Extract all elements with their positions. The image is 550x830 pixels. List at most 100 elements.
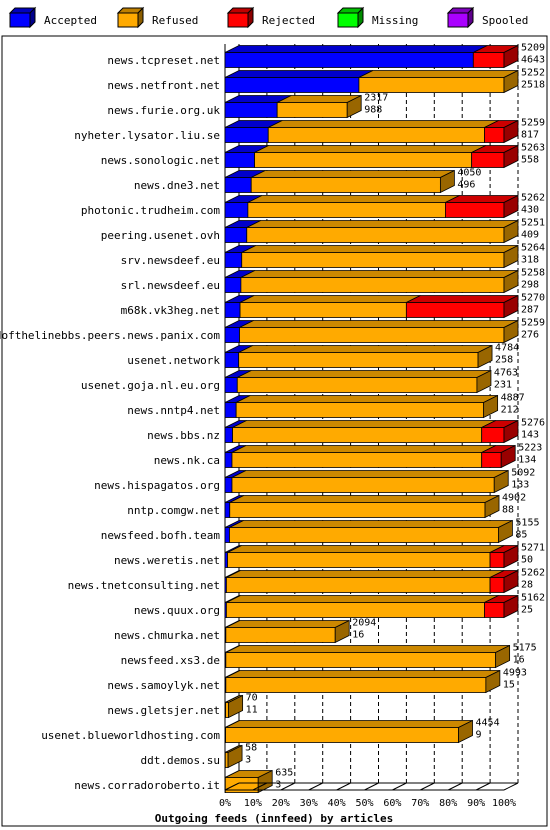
bar-segment-top [239, 320, 519, 328]
bar-segment-side [503, 294, 519, 319]
x-tick-mark [280, 782, 296, 791]
x-tick-label: 10% [244, 798, 262, 809]
bar-segment-top [237, 370, 492, 378]
offered-value: 5259 [521, 118, 545, 129]
site-label: endofthelinebbs.peers.news.panix.com [0, 329, 220, 342]
legend-swatch [337, 12, 359, 28]
x-tick-label: 60% [383, 798, 401, 809]
bar-segment-accepted [224, 327, 240, 343]
legend-swatch [9, 12, 31, 28]
bar-segment-top [229, 520, 513, 528]
accepted-value: 9 [476, 730, 482, 741]
bar-segment-refused [254, 152, 473, 168]
offered-value: 4887 [501, 393, 525, 404]
bar-segment-side [503, 569, 519, 594]
bar-segment-top [225, 670, 501, 678]
accepted-value: 15 [503, 680, 515, 691]
bar-row [224, 519, 513, 544]
site-label: news.corradoroberto.it [74, 779, 220, 792]
bar-segment-refused [231, 477, 495, 493]
accepted-value: 231 [494, 380, 512, 391]
bar-segment-accepted [224, 402, 237, 418]
x-tick-label: 40% [328, 798, 346, 809]
legend-swatch [227, 12, 249, 28]
site-labels: news.tcpreset.net news.netfront.net news.f… [0, 54, 220, 792]
site-label: usenet.goja.nl.eu.org [81, 379, 220, 392]
x-tick-mark [252, 782, 268, 791]
bar-segment-top [239, 295, 421, 303]
bar-segment-side [484, 494, 500, 519]
bar-segment-rejected [484, 602, 505, 618]
bar-segment-refused [276, 102, 348, 118]
bar-segment-refused [235, 402, 485, 418]
bar-segment-top [227, 545, 505, 553]
bar-segment-refused [247, 202, 446, 218]
bar-segment-accepted [224, 52, 474, 68]
bar-row [224, 469, 509, 494]
site-label: news.nk.ca [154, 454, 220, 467]
bar-segment-top [241, 245, 519, 253]
x-tick-mark [447, 782, 463, 791]
bar-row [224, 244, 519, 269]
accepted-value: 16 [513, 655, 525, 666]
bar-segment-side [503, 219, 519, 244]
site-label: news.bbs.nz [147, 429, 220, 442]
x-tick-mark [392, 782, 407, 791]
offered-value: 70 [246, 693, 258, 704]
offered-value: 5251 [521, 218, 545, 229]
bar-segment-accepted [224, 427, 233, 443]
offered-value: 5155 [515, 518, 539, 529]
bar-segment-refused [225, 677, 487, 693]
legend-label: Missing [372, 14, 418, 27]
bar-segment-top [225, 620, 350, 628]
site-label: news.tnetconsulting.net [68, 579, 220, 592]
legend-item-spooled: Spooled [446, 6, 528, 29]
accepted-value: 988 [364, 105, 382, 116]
accepted-value: 2518 [521, 80, 545, 91]
bar-segment-side [503, 194, 519, 219]
bar-segment-side [503, 244, 519, 269]
accepted-value: 133 [511, 480, 529, 491]
offered-value: 4902 [502, 493, 526, 504]
site-label: usenet.network [127, 354, 220, 367]
x-tick-mark [224, 782, 240, 791]
x-tick-label: 50% [355, 798, 373, 809]
bar-segment-refused [240, 277, 505, 293]
site-label: srv.newsdeef.eu [121, 254, 220, 267]
bar-segment-side [500, 444, 516, 469]
bar-segment-top [247, 195, 460, 203]
bar-segment-accepted [224, 202, 249, 218]
bar-row [224, 219, 519, 244]
bar-segment-refused [225, 627, 336, 643]
bar-segment-side [439, 169, 455, 194]
value-labels: 5209464352522518231798852598175263558405… [245, 43, 545, 791]
bar-segment-refused [239, 327, 505, 343]
site-label: newsfeed.bofh.team [101, 529, 221, 542]
offered-value: 5092 [511, 468, 535, 479]
accepted-value: 298 [521, 280, 539, 291]
offered-value: 4784 [495, 343, 519, 354]
bar-segment-refused [246, 227, 505, 243]
bar-row [224, 744, 243, 769]
bar-row [224, 569, 519, 594]
offered-value: 5175 [513, 643, 537, 654]
accepted-value: 50 [521, 555, 533, 566]
bar-segment-rejected [481, 452, 502, 468]
accepted-value: 287 [521, 305, 539, 316]
site-label: newsfeed.xs3.de [121, 654, 220, 667]
bar-segment-top [224, 70, 374, 78]
offered-value: 4454 [476, 718, 500, 729]
bar-row [224, 619, 350, 644]
offered-value: 5223 [518, 443, 542, 454]
offered-value: 5258 [521, 268, 545, 279]
bar-segment-refused [358, 77, 505, 93]
site-label: m68k.vk3heg.net [121, 304, 220, 317]
site-label: news.samoylyk.net [107, 679, 220, 692]
bar-segment-top [226, 570, 505, 578]
bar-segment-side [493, 469, 509, 494]
site-label: ddt.demos.su [141, 754, 220, 767]
bar-segment-side [503, 44, 519, 69]
accepted-value: 817 [521, 130, 539, 141]
bar-segment-side [483, 394, 499, 419]
bar-segment-accepted [224, 377, 238, 393]
